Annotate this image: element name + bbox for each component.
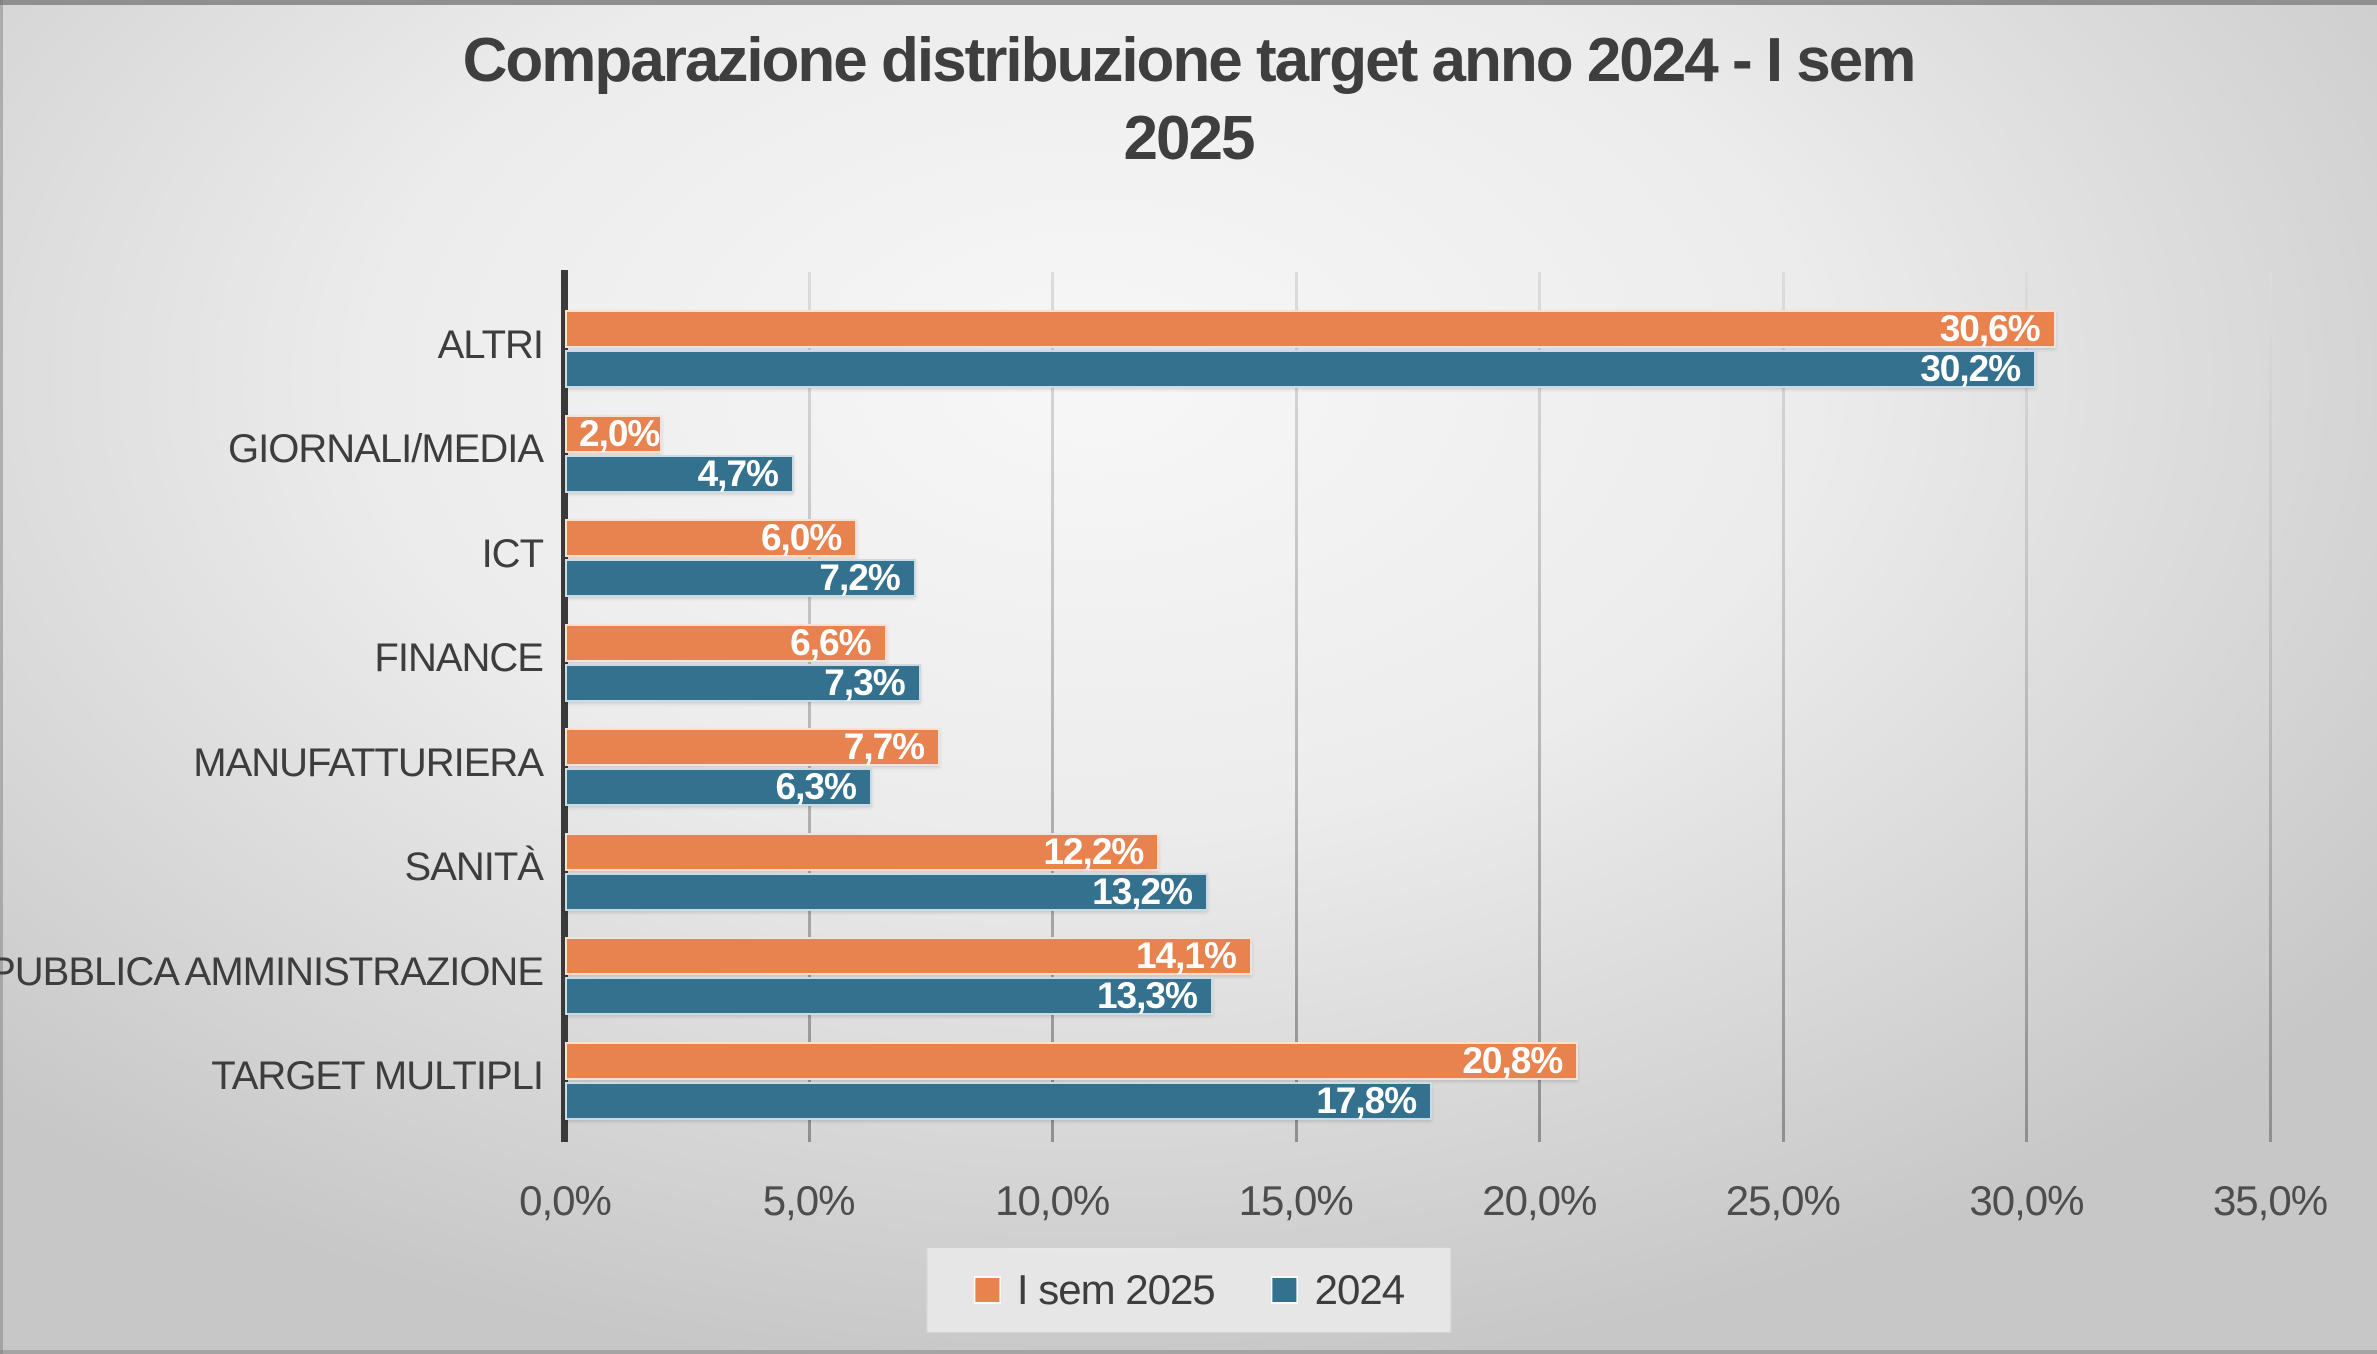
chart-row-altri: ALTRI 30,6% 30,2%	[438, 293, 2270, 398]
bar-value-label: 7,3%	[824, 661, 905, 703]
bar-2024: 4,7%	[565, 452, 794, 494]
bar-value-label: 14,1%	[1135, 935, 1237, 976]
x-tick-label: 5,0%	[762, 1177, 856, 1224]
category-label: FINANCE	[374, 636, 544, 681]
bar-i-sem-2025: 14,1%	[565, 935, 1252, 976]
gridline	[2025, 272, 2029, 1142]
bar-value-label: 30,6%	[1939, 308, 2041, 349]
bar-i-sem-2025: 6,6%	[565, 621, 887, 663]
bar-i-sem-2025: 12,2%	[565, 830, 1160, 872]
bar-value-label: 17,8%	[1316, 1079, 1417, 1121]
chart-title-line1: Comparazione distribuzione target anno 2…	[462, 26, 1917, 95]
legend: I sem 2025 2024	[925, 1247, 1452, 1333]
category-label: TARGET MULTIPLI	[211, 1054, 544, 1099]
chart-row-giornali-media: GIORNALI/MEDIA 2,0% 4,7%	[228, 398, 2270, 503]
bar-i-sem-2025: 7,7%	[565, 726, 941, 767]
bar-2024: 17,8%	[565, 1079, 1433, 1121]
bar-value-label: 6,3%	[775, 766, 857, 807]
slide-bottom-edge	[0, 1350, 2377, 1354]
gridline	[1538, 272, 1542, 1142]
gridline	[2269, 272, 2272, 1142]
x-tick-label: 25,0%	[1725, 1177, 1841, 1224]
bar-value-label: 6,6%	[790, 621, 871, 663]
bar-value-label: 13,2%	[1092, 870, 1193, 912]
category-label: PUBBLICA AMMINISTRAZIONE	[0, 949, 544, 994]
bar-value-label: 4,7%	[697, 452, 779, 494]
chart-row-sanit-: SANITÀ 12,2% 13,2%	[405, 816, 2270, 921]
chart-row-finance: FINANCE 6,6% 7,3%	[374, 607, 2270, 712]
bar-value-label: 7,7%	[843, 726, 925, 767]
plot-area: ALTRI 30,6% 30,2% GIORNALI/MEDIA 2,0% 4,7% ICT…	[0, 293, 2270, 1130]
x-tick-label: 0,0%	[519, 1177, 612, 1224]
bar-value-label: 13,3%	[1096, 975, 1198, 1016]
bar-value-label: 12,2%	[1043, 830, 1144, 872]
category-label: ALTRI	[437, 322, 544, 367]
category-label: SANITÀ	[404, 845, 544, 890]
chart-row-pubblica-amministrazione: PUBBLICA AMMINISTRAZIONE 14,1% 13,3%	[0, 920, 2270, 1025]
bar-2024: 7,2%	[565, 557, 916, 598]
bar-2024: 7,3%	[565, 661, 921, 703]
gridline	[1294, 272, 1298, 1142]
gridline	[1051, 272, 1055, 1142]
legend-label-2024: 2024	[1314, 1266, 1405, 1313]
chart-title: Comparazione distribuzione target anno 2…	[199, 22, 2179, 178]
legend-swatch-2024	[1270, 1276, 1299, 1304]
bar-value-label: 2,0%	[579, 412, 660, 454]
x-tick-label: 20,0%	[1482, 1177, 1597, 1224]
bar-value-label: 6,0%	[760, 517, 842, 558]
chart-title-line2: 2025	[1123, 104, 1256, 173]
bar-2024: 6,3%	[565, 766, 872, 807]
bar-2024: 30,2%	[565, 348, 2037, 389]
legend-item-2024: 2024	[1270, 1266, 1405, 1314]
y-axis-line	[561, 270, 568, 1142]
chart-row-manufatturiera: MANUFATTURIERA 7,7% 6,3%	[193, 711, 2270, 816]
category-label: MANUFATTURIERA	[193, 740, 544, 785]
legend-item-sem2025: I sem 2025	[972, 1266, 1216, 1314]
slide-top-edge	[0, 0, 2377, 5]
gridline	[1781, 272, 1785, 1142]
x-tick-label: 35,0%	[2212, 1177, 2328, 1224]
bar-2024: 13,2%	[565, 870, 1209, 912]
category-label: ICT	[481, 531, 544, 576]
bar-2024: 13,3%	[565, 975, 1213, 1016]
category-label: GIORNALI/MEDIA	[228, 427, 544, 472]
bar-value-label: 30,2%	[1920, 348, 2021, 389]
x-tick-label: 30,0%	[1969, 1177, 2084, 1224]
bar-value-label: 20,8%	[1462, 1039, 1563, 1081]
legend-swatch-sem2025	[972, 1276, 1001, 1304]
slide-left-edge	[0, 0, 3, 1354]
bar-i-sem-2025: 6,0%	[565, 517, 858, 558]
x-tick-label: 15,0%	[1238, 1177, 1354, 1224]
bar-i-sem-2025: 2,0%	[565, 412, 663, 454]
gridline	[807, 272, 811, 1142]
chart-row-target-multipli: TARGET MULTIPLI 20,8% 17,8%	[211, 1025, 2270, 1130]
legend-label-sem2025: I sem 2025	[1016, 1266, 1216, 1313]
chart-row-ict: ICT 6,0% 7,2%	[482, 502, 2270, 607]
bar-value-label: 7,2%	[819, 557, 900, 598]
bar-i-sem-2025: 20,8%	[565, 1039, 1579, 1081]
x-tick-label: 10,0%	[995, 1177, 1110, 1224]
bar-i-sem-2025: 30,6%	[565, 308, 2056, 349]
